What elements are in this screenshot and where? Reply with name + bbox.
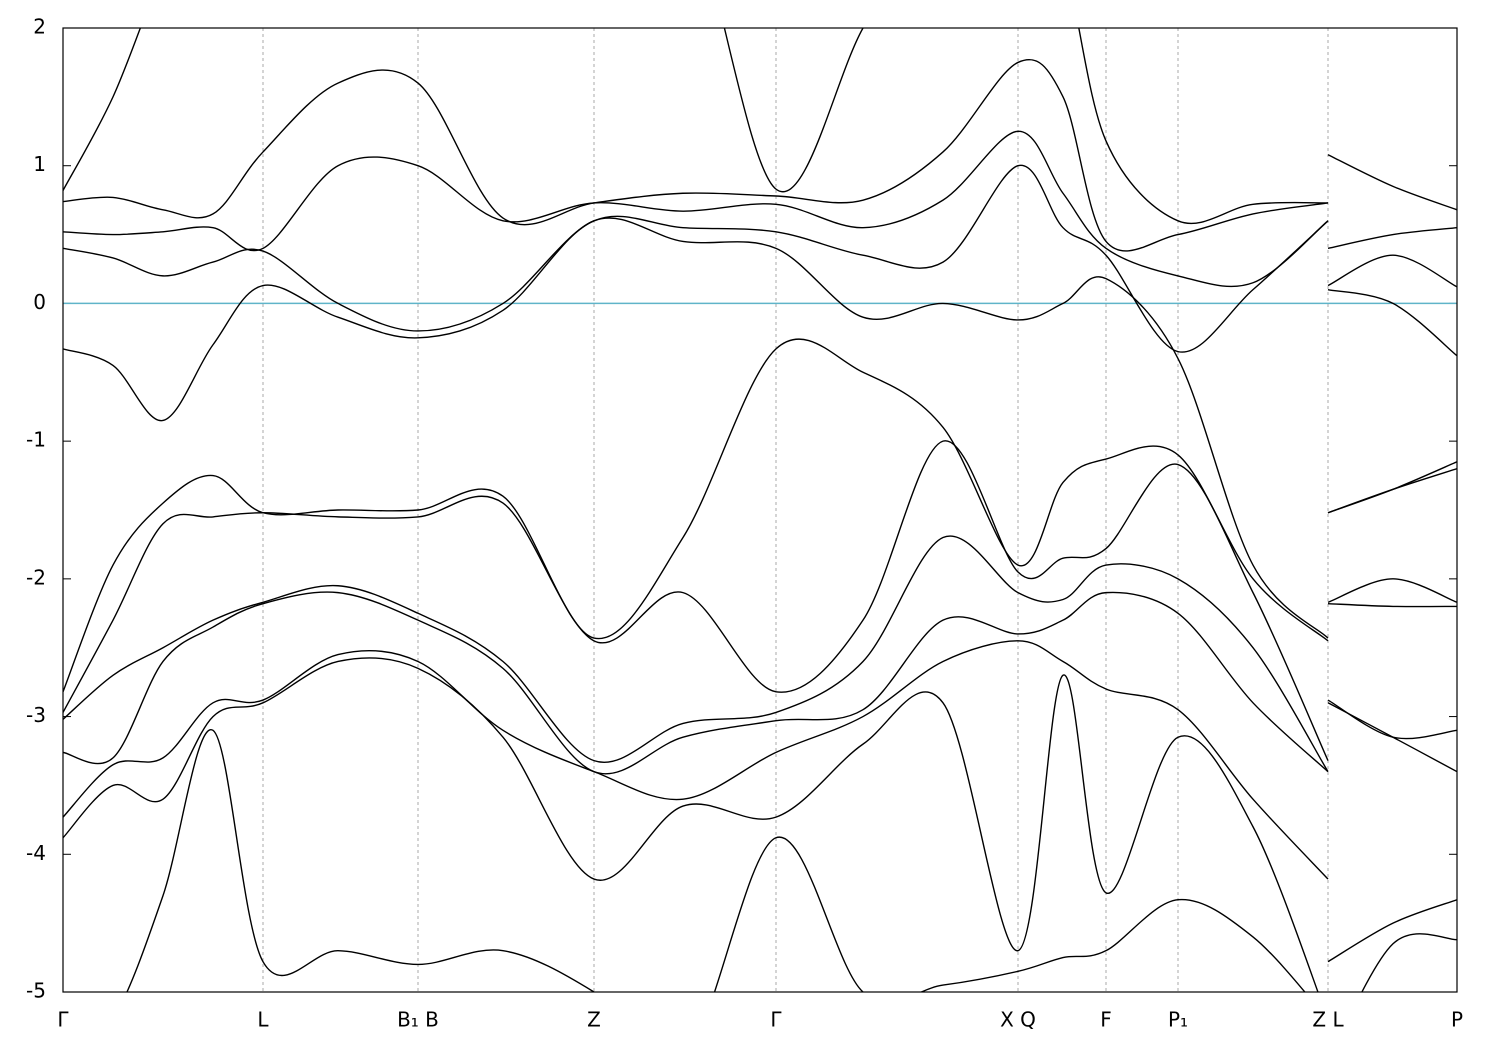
x-tick-label: P xyxy=(1451,1008,1463,1032)
x-tick-label: Z xyxy=(587,1008,601,1032)
y-tick-label: 2 xyxy=(33,15,46,39)
x-tick-label: Z L xyxy=(1312,1008,1344,1032)
plot-frame xyxy=(62,27,1458,993)
y-tick-label: -2 xyxy=(26,565,46,589)
band-line xyxy=(126,729,1457,992)
band-line xyxy=(63,535,1457,773)
x-tick-label: Γ xyxy=(770,1008,782,1032)
band-line xyxy=(63,28,1457,225)
band-line xyxy=(63,440,1457,761)
y-tick-label: -3 xyxy=(26,703,46,727)
bands xyxy=(63,28,1457,992)
band-line xyxy=(63,338,1457,693)
x-tick-label: P₁ xyxy=(1168,1008,1188,1032)
x-tick-label: F xyxy=(1100,1008,1112,1032)
y-tick-label: 0 xyxy=(33,290,46,314)
x-tick-label: B₁ B xyxy=(397,1008,439,1032)
band-line xyxy=(63,657,1457,992)
band-line xyxy=(63,640,1457,880)
band-line xyxy=(63,130,1457,288)
band-line xyxy=(63,58,1457,252)
y-tick-label: -1 xyxy=(26,428,46,452)
x-tick-label: L xyxy=(257,1008,269,1032)
y-tick-label: -5 xyxy=(26,979,46,1003)
y-tick-label: 1 xyxy=(33,152,46,176)
tick-labels: -5 -4 -3 -2 -1 0 1 2 Γ L B₁ B Z Γ X Q F P₁ Z L P xyxy=(26,15,1463,1032)
x-tick-label: Γ xyxy=(57,1008,69,1032)
x-tick-label: X Q xyxy=(1000,1008,1036,1032)
y-tick-label: -4 xyxy=(26,841,46,865)
band-line xyxy=(63,164,1457,357)
